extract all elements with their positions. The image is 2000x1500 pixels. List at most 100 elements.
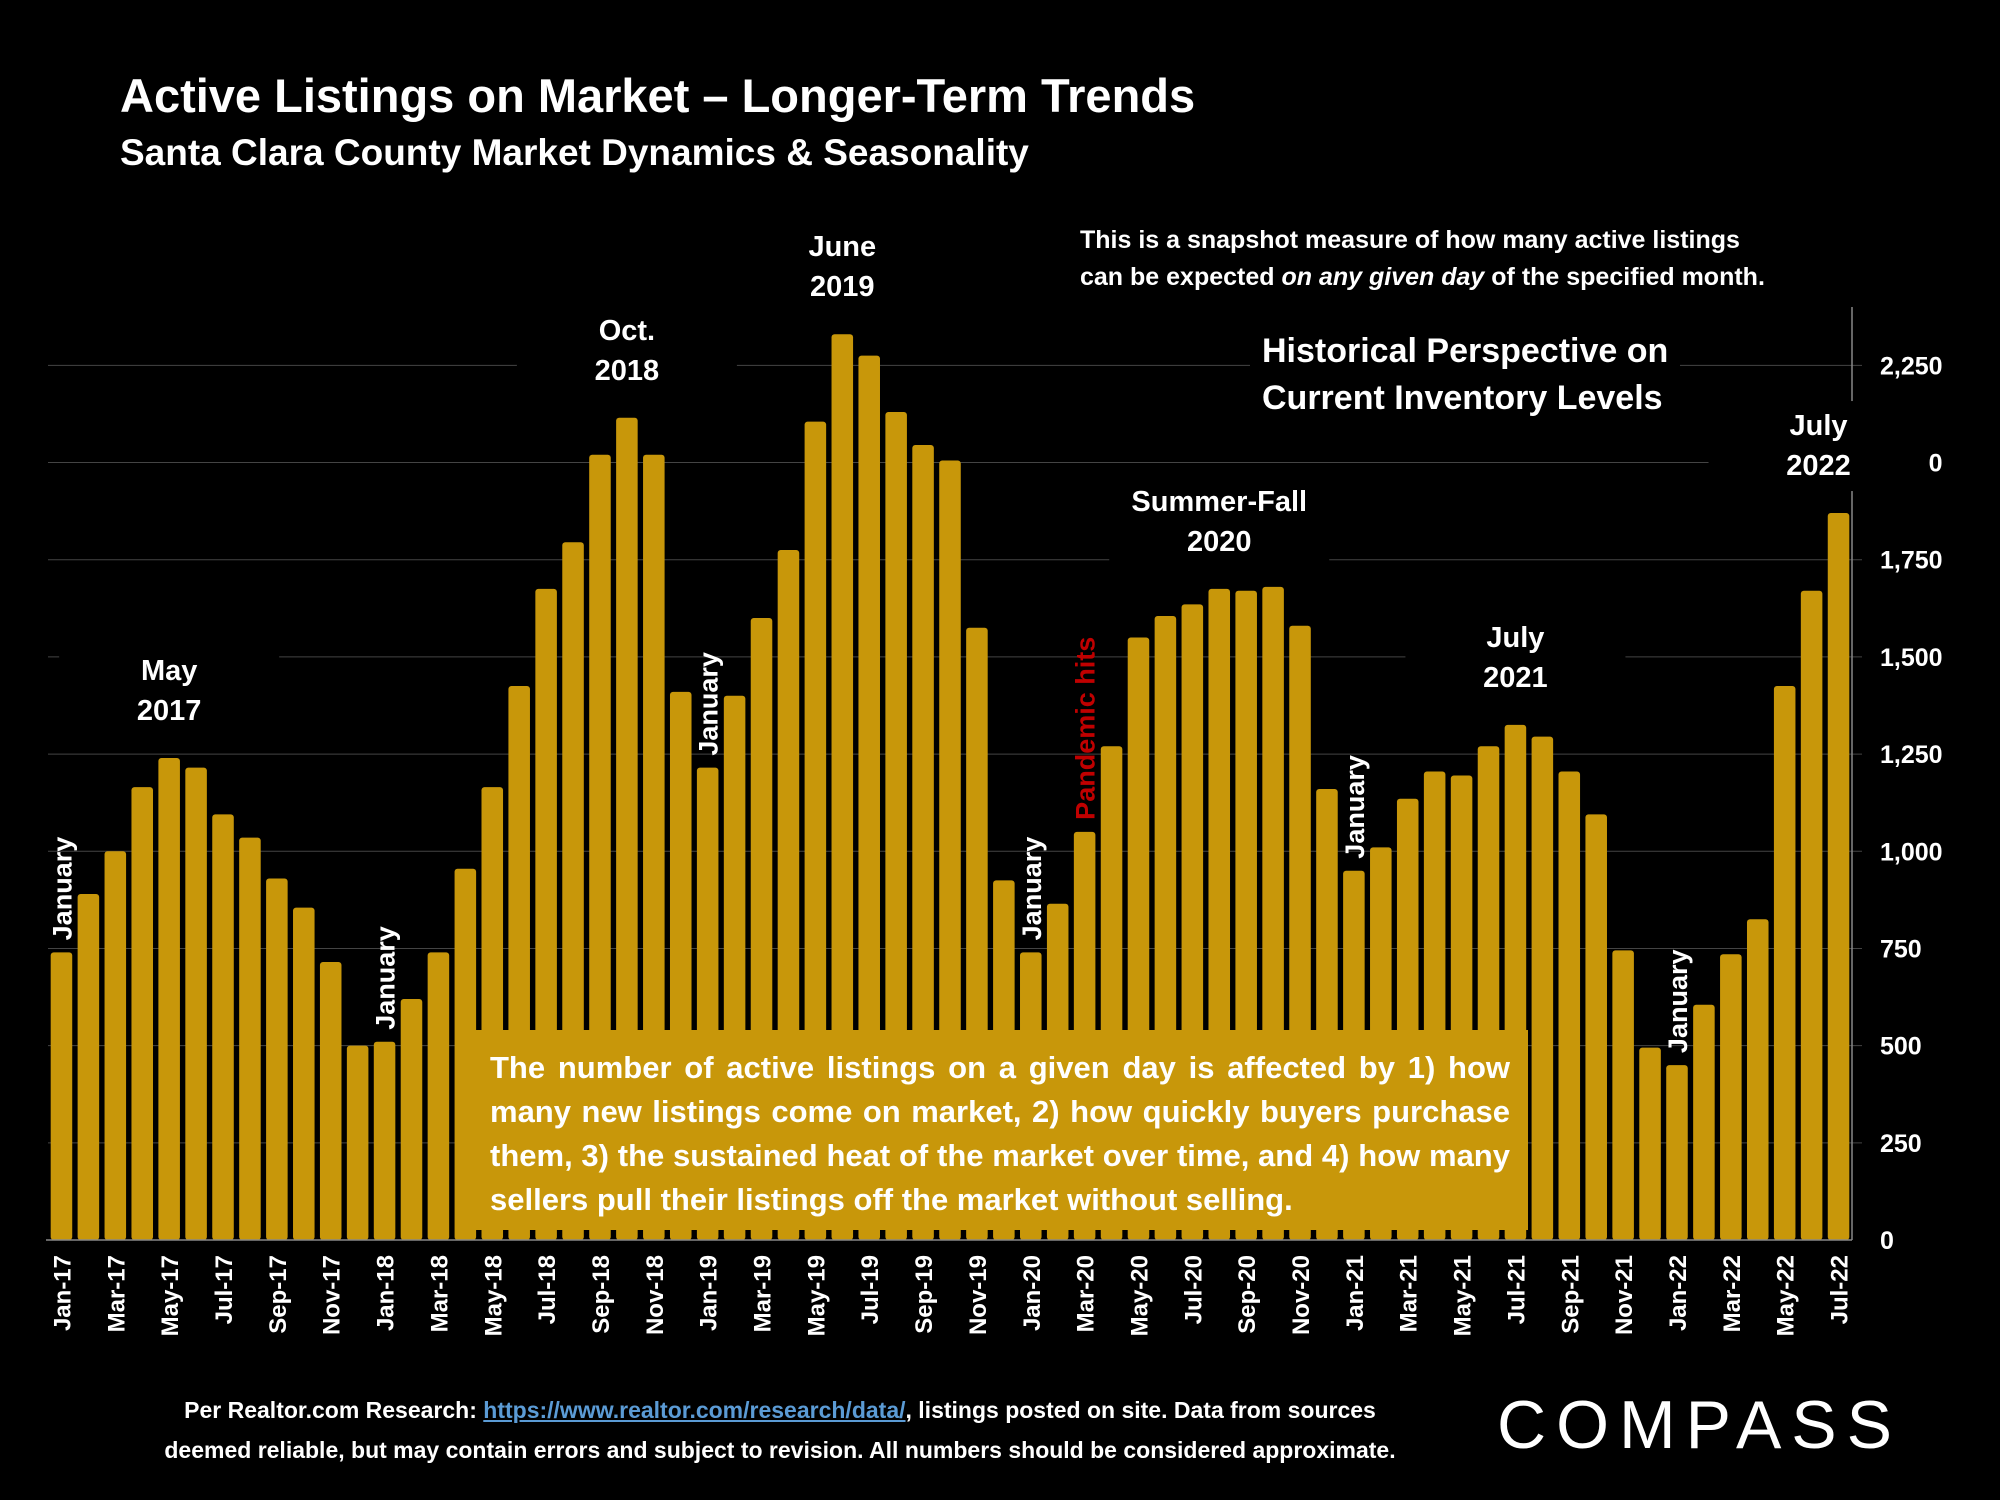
y-tick-label: 1,250 bbox=[1880, 741, 1943, 769]
realtor-research-link[interactable]: https://www.realtor.com/research/data/ bbox=[483, 1397, 906, 1423]
x-tick-label: Nov-20 bbox=[1288, 1255, 1315, 1335]
bar bbox=[131, 787, 154, 1240]
x-tick-label: Jul-19 bbox=[857, 1255, 884, 1324]
bar bbox=[1773, 686, 1796, 1240]
perspective-line-2: Current Inventory Levels bbox=[1262, 379, 1663, 417]
bar bbox=[427, 952, 450, 1240]
annotation-bg bbox=[59, 645, 280, 736]
bar bbox=[858, 355, 880, 1240]
x-tick-label: Jan-17 bbox=[49, 1255, 76, 1331]
x-tick-label: May-20 bbox=[1126, 1255, 1153, 1336]
x-tick-label: Jul-17 bbox=[211, 1255, 238, 1324]
compass-logo-text: COMPASS bbox=[1497, 1387, 1902, 1460]
x-tick-label: Jul-18 bbox=[534, 1255, 561, 1324]
bar bbox=[1531, 736, 1554, 1240]
bar bbox=[266, 878, 288, 1240]
january-label: January bbox=[694, 652, 724, 756]
footer-disclaimer: deemed reliable, but may contain errors … bbox=[164, 1437, 1396, 1463]
bar bbox=[1639, 1047, 1661, 1240]
bar bbox=[1666, 1065, 1688, 1240]
peak-annotation: 2021 bbox=[1483, 662, 1548, 694]
peak-annotation: 2020 bbox=[1187, 526, 1252, 558]
note-line-2: can be expected on any given day of the … bbox=[1080, 263, 1765, 291]
x-tick-label: May-21 bbox=[1450, 1255, 1477, 1336]
peak-annotation: Oct. bbox=[599, 315, 655, 347]
y-tick-label: 750 bbox=[1880, 935, 1922, 963]
x-tick-label: Nov-18 bbox=[642, 1255, 669, 1335]
peak-annotation: 2022 bbox=[1786, 450, 1851, 482]
bar bbox=[831, 334, 854, 1240]
bar bbox=[454, 868, 477, 1240]
bar bbox=[1827, 513, 1850, 1240]
peak-annotation: July bbox=[1486, 622, 1544, 654]
x-tick-label: Mar-21 bbox=[1396, 1255, 1423, 1332]
x-tick-label: Mar-22 bbox=[1719, 1255, 1746, 1332]
bar bbox=[319, 962, 342, 1240]
x-tick-label: Jan-19 bbox=[696, 1255, 723, 1331]
x-tick-label: May-19 bbox=[803, 1255, 830, 1336]
bar bbox=[346, 1045, 369, 1240]
bar bbox=[77, 894, 100, 1240]
x-tick-label: Nov-17 bbox=[319, 1255, 346, 1335]
bar bbox=[1585, 814, 1607, 1240]
perspective-line-1: Historical Perspective on bbox=[1262, 332, 1669, 370]
peak-annotation: 2017 bbox=[137, 695, 202, 727]
bar bbox=[1720, 954, 1742, 1240]
x-tick-label: Jan-18 bbox=[373, 1255, 400, 1331]
x-tick-label: Jan-22 bbox=[1665, 1255, 1692, 1331]
footer-suffix: , listings posted on site. Data from sou… bbox=[905, 1397, 1376, 1423]
page-subtitle: Santa Clara County Market Dynamics & Sea… bbox=[120, 132, 1029, 173]
bar bbox=[104, 851, 127, 1240]
bar bbox=[373, 1041, 396, 1240]
january-label: January bbox=[1340, 755, 1370, 859]
x-tick-label: Sep-17 bbox=[265, 1255, 292, 1334]
x-tick-label: Nov-19 bbox=[965, 1255, 992, 1335]
page-title: Active Listings on Market – Longer-Term … bbox=[120, 69, 1196, 122]
bar bbox=[185, 767, 207, 1240]
x-tick-label: Sep-20 bbox=[1234, 1255, 1261, 1334]
x-tick-label: Mar-19 bbox=[750, 1255, 777, 1332]
note-line-1: This is a snapshot measure of how many a… bbox=[1080, 226, 1740, 254]
january-label: January bbox=[1017, 837, 1047, 941]
bar bbox=[50, 952, 73, 1240]
peak-annotation: 2019 bbox=[810, 271, 875, 303]
bar bbox=[1693, 1004, 1715, 1240]
x-tick-label: Jan-21 bbox=[1342, 1255, 1369, 1331]
historical-perspective-label: Historical Perspective on Current Invent… bbox=[1250, 328, 1681, 422]
annotation-bg bbox=[1708, 401, 1929, 492]
bar bbox=[1746, 919, 1769, 1240]
y-tick-label: 2,250 bbox=[1880, 352, 1943, 380]
y-tick-label: 250 bbox=[1880, 1130, 1922, 1158]
x-tick-label: May-22 bbox=[1773, 1255, 1800, 1336]
x-tick-label: Nov-21 bbox=[1611, 1255, 1638, 1335]
x-tick-label: Mar-17 bbox=[103, 1255, 130, 1332]
annotation-bg bbox=[1109, 476, 1330, 567]
x-tick-label: Sep-18 bbox=[588, 1255, 615, 1334]
peak-annotation: July bbox=[1790, 410, 1848, 442]
x-tick-label: Jul-20 bbox=[1180, 1255, 1207, 1324]
january-label: January bbox=[47, 837, 77, 941]
annotation-bg bbox=[516, 305, 737, 396]
x-tick-label: Jan-20 bbox=[1019, 1255, 1046, 1331]
y-tick-label: 0 bbox=[1880, 1227, 1894, 1255]
x-tick-label: Mar-18 bbox=[426, 1255, 453, 1332]
january-label: January bbox=[1663, 950, 1693, 1054]
footer-prefix: Per Realtor.com Research: bbox=[184, 1397, 484, 1423]
peak-annotation: May bbox=[141, 655, 197, 687]
y-tick-label: 1,000 bbox=[1880, 838, 1943, 866]
january-label: January bbox=[371, 926, 401, 1030]
bar bbox=[1558, 771, 1581, 1240]
x-tick-label: Sep-19 bbox=[911, 1255, 938, 1334]
bar bbox=[212, 814, 234, 1240]
bar bbox=[293, 907, 315, 1240]
bar bbox=[239, 837, 261, 1240]
x-tick-label: Mar-20 bbox=[1073, 1255, 1100, 1332]
y-tick-label: 500 bbox=[1880, 1033, 1922, 1061]
x-tick-label: May-17 bbox=[157, 1255, 184, 1336]
y-tick-label: 1,750 bbox=[1880, 547, 1943, 575]
peak-annotation: Summer-Fall bbox=[1131, 486, 1307, 518]
x-tick-label: May-18 bbox=[480, 1255, 507, 1336]
snapshot-note: This is a snapshot measure of how many a… bbox=[1080, 222, 1765, 296]
bar bbox=[400, 998, 423, 1240]
peak-annotation: 2018 bbox=[595, 355, 660, 387]
